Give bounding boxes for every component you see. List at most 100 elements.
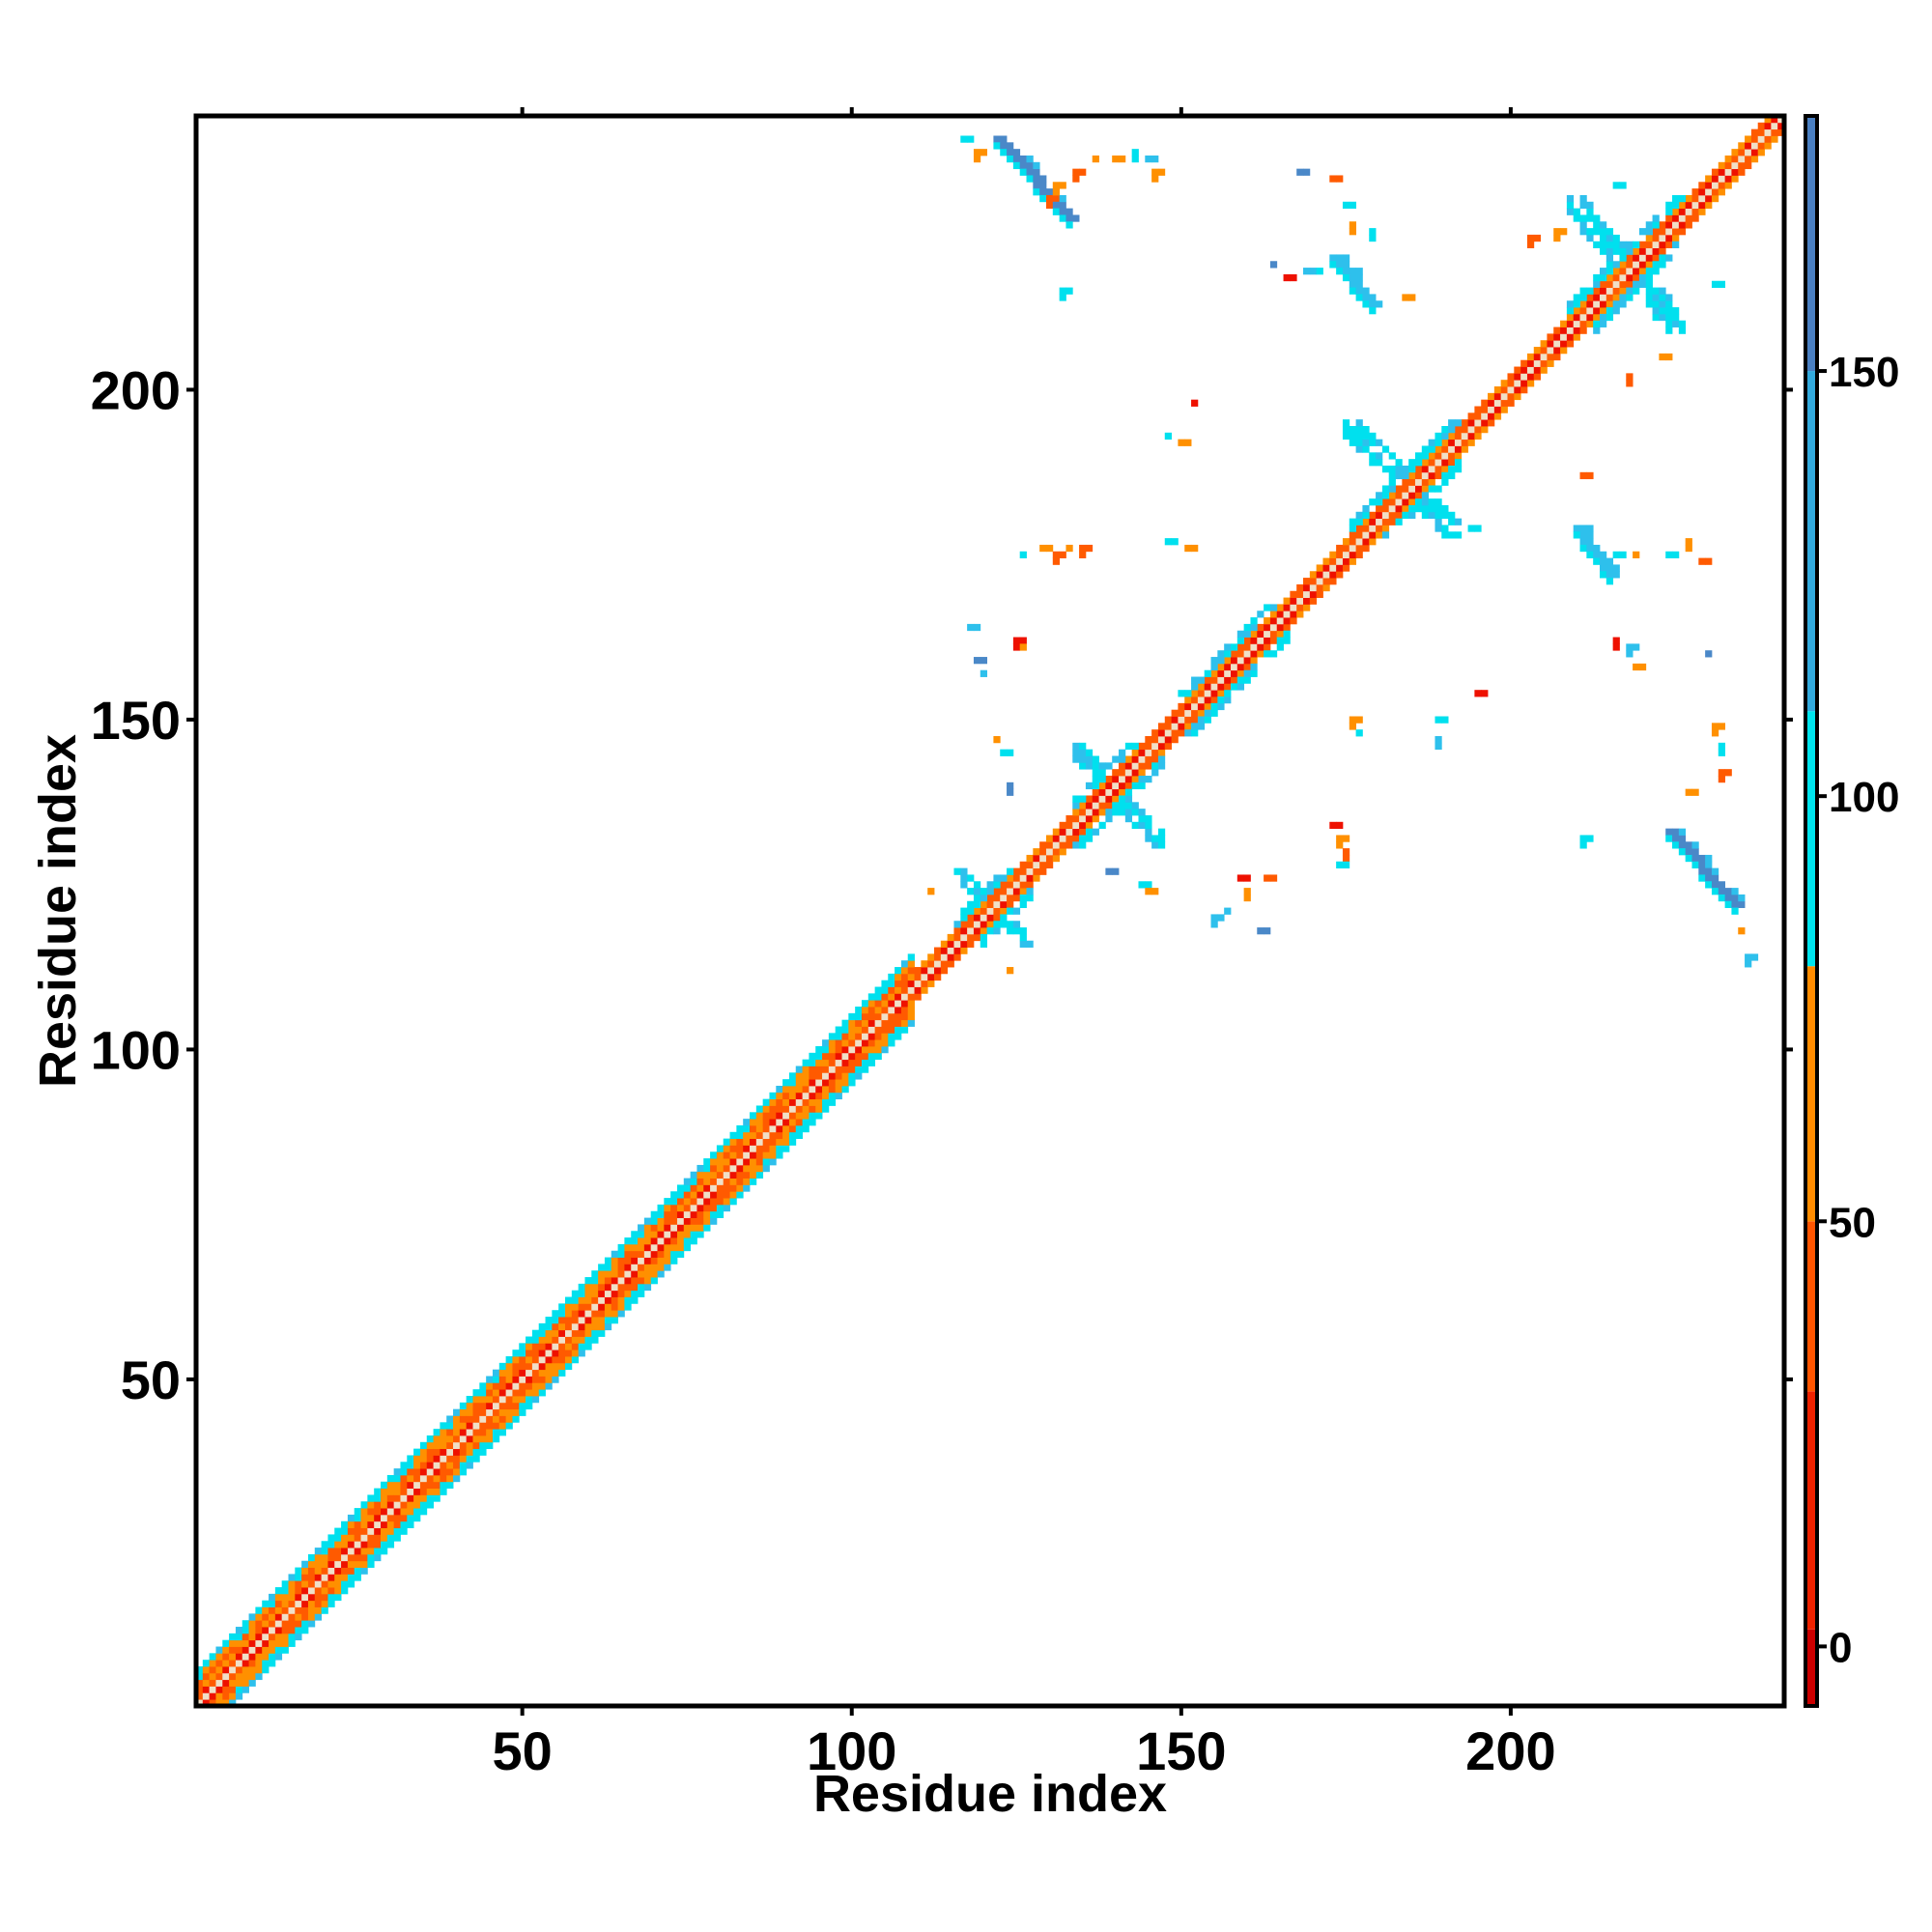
heatmap-cell <box>643 1277 652 1285</box>
heatmap-cell <box>980 940 987 948</box>
heatmap-cell <box>1388 504 1396 513</box>
heatmap-cell <box>413 1514 421 1522</box>
heatmap-cell <box>696 1198 704 1206</box>
heatmap-cell <box>1105 814 1113 823</box>
heatmap-cell <box>1236 676 1245 684</box>
heatmap-cell <box>1448 459 1456 467</box>
heatmap-cell <box>921 967 928 975</box>
heatmap-cell <box>440 1468 447 1476</box>
heatmap-cell <box>1711 168 1719 176</box>
heatmap-cell <box>690 1171 697 1179</box>
heatmap-cell <box>1408 504 1416 513</box>
x-tick-label: 200 <box>1465 1720 1555 1781</box>
heatmap-cell <box>538 1343 546 1350</box>
heatmap-cell <box>552 1356 559 1364</box>
heatmap-cell <box>381 1548 388 1555</box>
heatmap-cell <box>1507 373 1515 381</box>
heatmap-cell <box>1481 426 1489 434</box>
heatmap-cell <box>400 1462 408 1469</box>
heatmap-cell <box>1355 729 1363 737</box>
heatmap-cell <box>1593 320 1601 327</box>
heatmap-cell <box>900 1019 909 1027</box>
heatmap-cell <box>907 973 915 981</box>
heatmap-cell <box>1665 234 1673 242</box>
heatmap-cell <box>274 1593 283 1602</box>
heatmap-cell <box>552 1369 559 1377</box>
heatmap-cell <box>374 1494 382 1502</box>
heatmap-cell <box>1711 729 1719 737</box>
heatmap-cell <box>1079 749 1087 756</box>
heatmap-cell <box>710 1158 718 1166</box>
heatmap-cell <box>1448 465 1456 473</box>
heatmap-cell <box>769 1151 777 1159</box>
heatmap-cell <box>755 1138 764 1146</box>
heatmap-cell <box>1633 287 1640 295</box>
heatmap-cell <box>209 1686 216 1693</box>
heatmap-cell <box>571 1356 580 1364</box>
heatmap-cell <box>769 1092 777 1100</box>
heatmap-cell <box>446 1474 454 1483</box>
heatmap-cell <box>1283 273 1291 282</box>
heatmap-cell <box>453 1435 461 1443</box>
heatmap-cell <box>1349 723 1356 730</box>
heatmap-cell <box>782 1085 790 1094</box>
heatmap-cell <box>1705 861 1713 869</box>
heatmap-cell <box>1085 544 1094 553</box>
heatmap-cell <box>505 1408 513 1416</box>
heatmap-cell <box>953 947 961 954</box>
heatmap-cell <box>466 1396 473 1404</box>
heatmap-cell <box>1652 228 1660 236</box>
heatmap-cell <box>1605 254 1614 262</box>
heatmap-cell <box>1566 320 1575 327</box>
heatmap-cell <box>1718 749 1725 756</box>
heatmap-cell <box>446 1422 454 1430</box>
heatmap-cell <box>327 1548 335 1555</box>
heatmap-cell <box>1750 953 1759 961</box>
heatmap-cell <box>433 1462 440 1469</box>
heatmap-cell <box>565 1296 573 1304</box>
heatmap-cell <box>1750 135 1759 143</box>
heatmap-cell <box>1224 690 1232 697</box>
heatmap-cell <box>723 1178 730 1185</box>
heatmap-cell <box>466 1402 473 1410</box>
heatmap-cell <box>419 1481 428 1490</box>
heatmap-cell <box>1342 201 1350 210</box>
heatmap-cell <box>486 1382 494 1390</box>
heatmap-cell <box>1488 392 1495 401</box>
heatmap-cell <box>1685 538 1692 546</box>
heatmap-cell <box>1145 155 1152 163</box>
heatmap-cell <box>1685 848 1692 856</box>
heatmap-cell <box>314 1574 323 1581</box>
heatmap-cell <box>526 1350 533 1357</box>
heatmap-cell <box>526 1376 533 1383</box>
heatmap-cell <box>1204 669 1211 677</box>
heatmap-cell <box>769 1112 777 1120</box>
heatmap-cell <box>1381 445 1390 453</box>
heatmap-cell <box>505 1389 513 1397</box>
heatmap-cell <box>841 1019 849 1027</box>
heatmap-cell <box>1019 643 1027 651</box>
heatmap-cell <box>835 1065 842 1073</box>
heatmap-cell <box>1052 188 1061 196</box>
heatmap-cell <box>347 1527 355 1535</box>
heatmap-cell <box>643 1224 652 1232</box>
heatmap-cell <box>1336 571 1344 579</box>
heatmap-cell <box>1652 261 1660 269</box>
heatmap-cell <box>1573 307 1580 315</box>
heatmap-cell <box>1303 583 1311 592</box>
heatmap-cell <box>1691 854 1699 863</box>
heatmap-cell <box>1119 802 1126 810</box>
heatmap-cell <box>1045 848 1054 856</box>
heatmap-cell <box>750 1158 757 1166</box>
heatmap-cell <box>617 1296 625 1304</box>
heatmap-cell <box>1138 881 1146 889</box>
heatmap-cell <box>1052 557 1061 565</box>
heatmap-cell <box>1026 867 1034 875</box>
heatmap-cell <box>512 1408 520 1416</box>
heatmap-cell <box>1573 333 1580 341</box>
heatmap-cell <box>288 1574 296 1581</box>
heatmap-cell <box>1421 445 1430 453</box>
heatmap-cell <box>986 894 994 902</box>
heatmap-cell <box>301 1580 309 1588</box>
colorbar-segment <box>1805 966 1817 1222</box>
